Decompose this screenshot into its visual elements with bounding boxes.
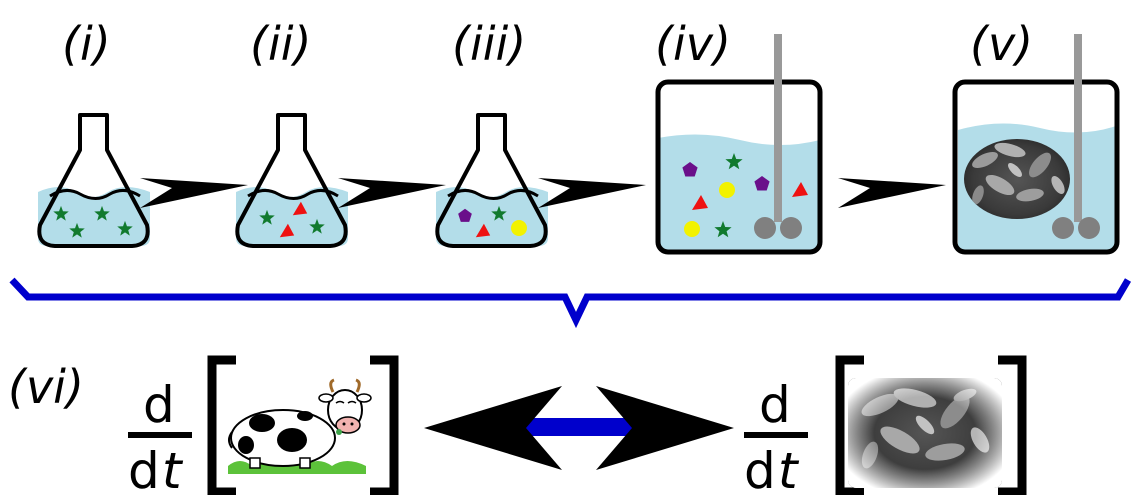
flask-ii: [235, 113, 348, 248]
cow-illustration: [226, 377, 372, 477]
tank-iv: [655, 34, 823, 255]
double-arrow: [424, 386, 734, 470]
stage-label-iii: (iii): [452, 17, 526, 71]
tank-v: [952, 34, 1120, 255]
microbe-micrograph-large: [848, 378, 1002, 488]
blue-brace: [9, 277, 1132, 329]
flask-i: [37, 113, 150, 248]
stage-label-vi: (vi): [8, 360, 84, 414]
arrow-iv-v: [838, 178, 946, 208]
derivative-left-numerator: d: [143, 376, 175, 434]
right-close-bracket: [998, 355, 1027, 495]
stage-label-i: (i): [62, 17, 111, 71]
microbe-micrograph-icon: [964, 139, 1070, 219]
stage-label-ii: (ii): [250, 17, 311, 71]
derivative-left-denom-t: t: [162, 442, 184, 495]
derivative-left: d d t: [128, 376, 192, 495]
derivative-left-denom-d: d: [128, 442, 160, 495]
flask-iii: [435, 113, 548, 248]
stage-label-v: (v): [970, 17, 1033, 71]
derivative-right-denom-d: d: [744, 442, 776, 495]
arrow-ii-iii: [338, 178, 446, 208]
arrow-iii-iv: [538, 178, 646, 208]
left-open-bracket: [207, 355, 236, 495]
left-close-bracket: [370, 355, 399, 495]
derivative-right-denom-t: t: [778, 442, 800, 495]
derivative-right-numerator: d: [759, 376, 791, 434]
right-open-bracket: [835, 355, 864, 495]
arrow-i-ii: [140, 178, 248, 208]
derivative-right: d d t: [744, 376, 808, 495]
stage-label-iv: (iv): [655, 17, 731, 71]
